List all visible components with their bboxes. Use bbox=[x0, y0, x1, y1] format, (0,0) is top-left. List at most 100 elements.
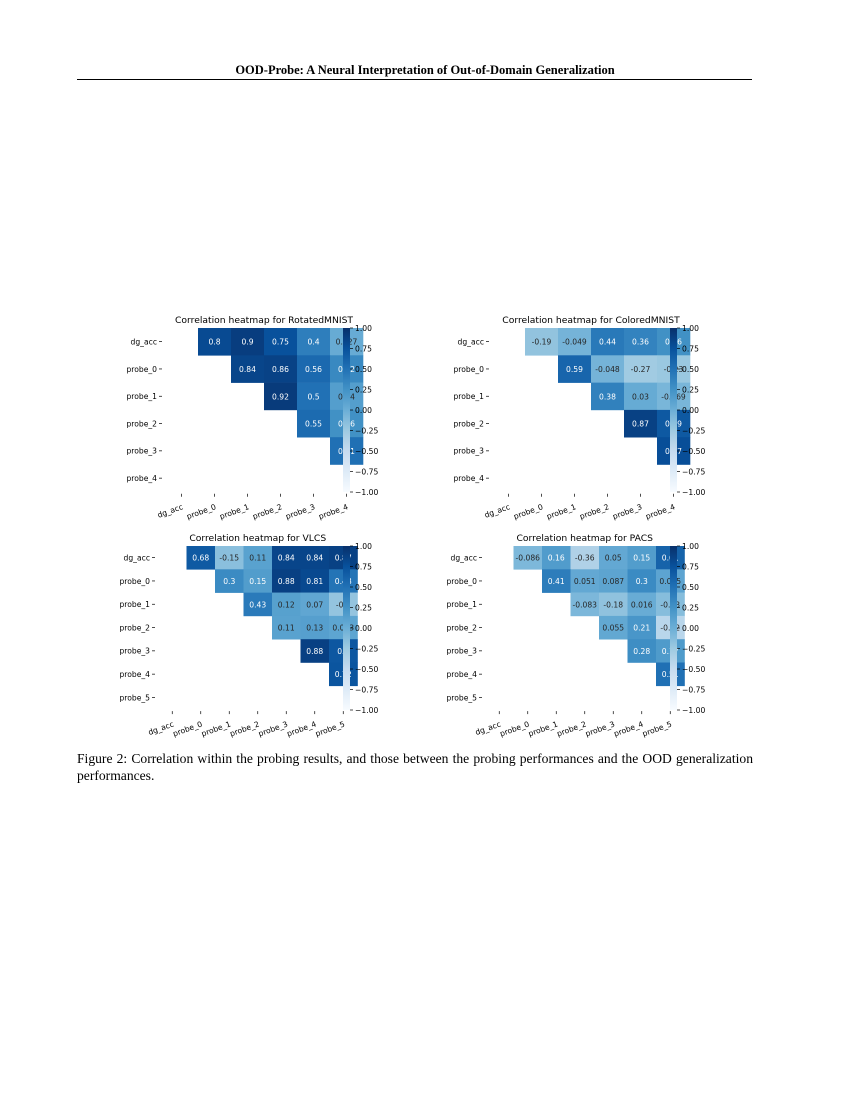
heatmap-cell bbox=[300, 639, 330, 663]
y-tick-label: probe_1 bbox=[453, 392, 484, 401]
heatmap-cell bbox=[558, 328, 592, 356]
heatmap-cell bbox=[264, 382, 298, 411]
heatmap-cell bbox=[570, 592, 600, 617]
colorbar-tick-label: −1.00 bbox=[355, 706, 378, 715]
colorbar-tick-label: −0.75 bbox=[355, 685, 378, 694]
colorbar-tick-label: −0.25 bbox=[355, 644, 378, 653]
cell-value-label: 0.9 bbox=[241, 338, 253, 347]
header-rule bbox=[77, 79, 752, 80]
x-tick-label: probe_0 bbox=[512, 502, 544, 521]
heatmap-cell bbox=[300, 569, 330, 593]
cell-value-label: 0.3 bbox=[636, 577, 648, 586]
heatmap-cell bbox=[297, 328, 331, 356]
heatmap-cell bbox=[591, 382, 625, 411]
colorbar-tick-label: 0.00 bbox=[682, 406, 699, 415]
cell-value-label: 0.55 bbox=[305, 420, 322, 429]
x-tick-label: probe_2 bbox=[251, 502, 283, 521]
colorbar-tick-label: 1.00 bbox=[682, 542, 699, 551]
cell-value-label: -0.086 bbox=[516, 554, 541, 563]
heatmap-cell bbox=[599, 546, 628, 570]
x-tick-label: probe_4 bbox=[317, 502, 349, 521]
cell-value-label: 0.16 bbox=[548, 554, 565, 563]
cell-value-label: 0.016 bbox=[631, 600, 653, 609]
y-tick-label: probe_2 bbox=[446, 623, 477, 632]
cell-value-label: 0.38 bbox=[599, 392, 616, 401]
heatmap-cell bbox=[570, 569, 600, 593]
cell-value-label: 0.4 bbox=[307, 338, 319, 347]
x-tick-label: probe_1 bbox=[545, 502, 577, 521]
colorbar-tick-label: −0.50 bbox=[682, 447, 705, 456]
colorbar-tick-label: −1.00 bbox=[355, 488, 378, 497]
y-tick-label: probe_0 bbox=[446, 577, 477, 586]
cell-value-label: 0.84 bbox=[306, 554, 323, 563]
colorbar-tick-label: 0.75 bbox=[355, 562, 372, 571]
y-tick-label: probe_2 bbox=[453, 419, 484, 428]
cell-value-label: -0.048 bbox=[595, 365, 620, 374]
cell-value-label: 0.88 bbox=[278, 577, 295, 586]
y-tick-label: probe_4 bbox=[453, 474, 484, 483]
cell-value-label: -0.049 bbox=[562, 338, 587, 347]
heatmap-cell bbox=[624, 409, 658, 438]
cell-value-label: -0.15 bbox=[219, 554, 239, 563]
cell-value-label: 0.07 bbox=[306, 600, 323, 609]
cell-value-label: 0.88 bbox=[306, 647, 323, 656]
x-tick-label: probe_1 bbox=[527, 719, 559, 738]
cell-value-label: -0.27 bbox=[631, 365, 651, 374]
cell-value-label: 0.56 bbox=[305, 365, 322, 374]
colorbar-tick-label: 1.00 bbox=[682, 324, 699, 333]
cell-value-label: 0.21 bbox=[633, 624, 650, 633]
heatmap-panel-2: Correlation heatmap for ColoredMNIST -0.1… bbox=[453, 315, 705, 521]
colorbar-tick-label: 0.25 bbox=[355, 385, 372, 394]
colorbar-tick-label: 0.50 bbox=[682, 365, 699, 374]
colorbar-tick-label: 0.50 bbox=[355, 583, 372, 592]
colorbar-tick-label: 1.00 bbox=[355, 542, 372, 551]
cell-value-label: 0.43 bbox=[249, 600, 266, 609]
cell-value-label: 0.15 bbox=[249, 577, 266, 586]
colorbar-tick-label: 0.75 bbox=[682, 562, 699, 571]
heatmap-cell bbox=[624, 328, 658, 356]
colorbar-tick-label: −0.75 bbox=[682, 467, 705, 476]
x-tick-label: probe_1 bbox=[218, 502, 250, 521]
colorbar-tick-label: −0.50 bbox=[355, 665, 378, 674]
heatmap-cell bbox=[231, 328, 265, 356]
colorbar-tick-label: 0.75 bbox=[682, 344, 699, 353]
cell-value-label: -0.18 bbox=[603, 600, 623, 609]
heatmap-panel-3: Correlation heatmap for VLCS 0.68 -0.15 0.1… bbox=[119, 533, 378, 738]
cell-value-label: 0.03 bbox=[632, 392, 649, 401]
colorbar bbox=[670, 328, 677, 492]
x-tick-label: probe_5 bbox=[314, 719, 346, 738]
heatmap-title: Correlation heatmap for VLCS bbox=[189, 533, 326, 544]
colorbar-tick-label: 0.50 bbox=[682, 583, 699, 592]
x-tick-label: probe_2 bbox=[578, 502, 610, 521]
colorbar-tick-label: 0.25 bbox=[682, 385, 699, 394]
heatmap-cell bbox=[599, 615, 628, 640]
heatmap-cell bbox=[591, 328, 625, 356]
cell-value-label: 0.59 bbox=[566, 365, 583, 374]
x-tick-label: dg_acc bbox=[483, 502, 511, 520]
cell-value-label: 0.05 bbox=[605, 554, 622, 563]
cell-value-label: 0.41 bbox=[548, 577, 565, 586]
colorbar-tick-label: −0.25 bbox=[682, 426, 705, 435]
y-tick-label: probe_1 bbox=[119, 600, 150, 609]
heatmap-cell bbox=[627, 615, 657, 640]
figure-correlation-heatmaps: Correlation heatmap for RotatedMNIST 0.8 0… bbox=[119, 315, 705, 738]
cell-value-label: 0.28 bbox=[633, 647, 650, 656]
heatmap-panel-1: Correlation heatmap for RotatedMNIST 0.8 0… bbox=[126, 315, 378, 521]
x-tick-label: probe_3 bbox=[611, 502, 643, 521]
x-tick-label: dg_acc bbox=[156, 502, 184, 520]
y-tick-label: dg_acc bbox=[131, 337, 157, 346]
y-tick-label: probe_1 bbox=[446, 600, 477, 609]
x-tick-label: probe_4 bbox=[286, 719, 318, 738]
cell-value-label: 0.5 bbox=[307, 392, 319, 401]
x-tick-label: probe_4 bbox=[644, 502, 676, 521]
heatmap-cell bbox=[558, 355, 592, 383]
colorbar-tick-label: −1.00 bbox=[682, 706, 705, 715]
cell-value-label: 0.087 bbox=[602, 577, 624, 586]
heatmap-cell bbox=[297, 382, 331, 411]
colorbar-tick-label: 1.00 bbox=[355, 324, 372, 333]
x-tick-label: probe_2 bbox=[556, 719, 588, 738]
heatmap-cell bbox=[272, 546, 301, 570]
y-tick-label: probe_5 bbox=[446, 693, 477, 702]
heatmap-cell bbox=[243, 592, 273, 617]
y-tick-label: probe_3 bbox=[453, 447, 484, 456]
